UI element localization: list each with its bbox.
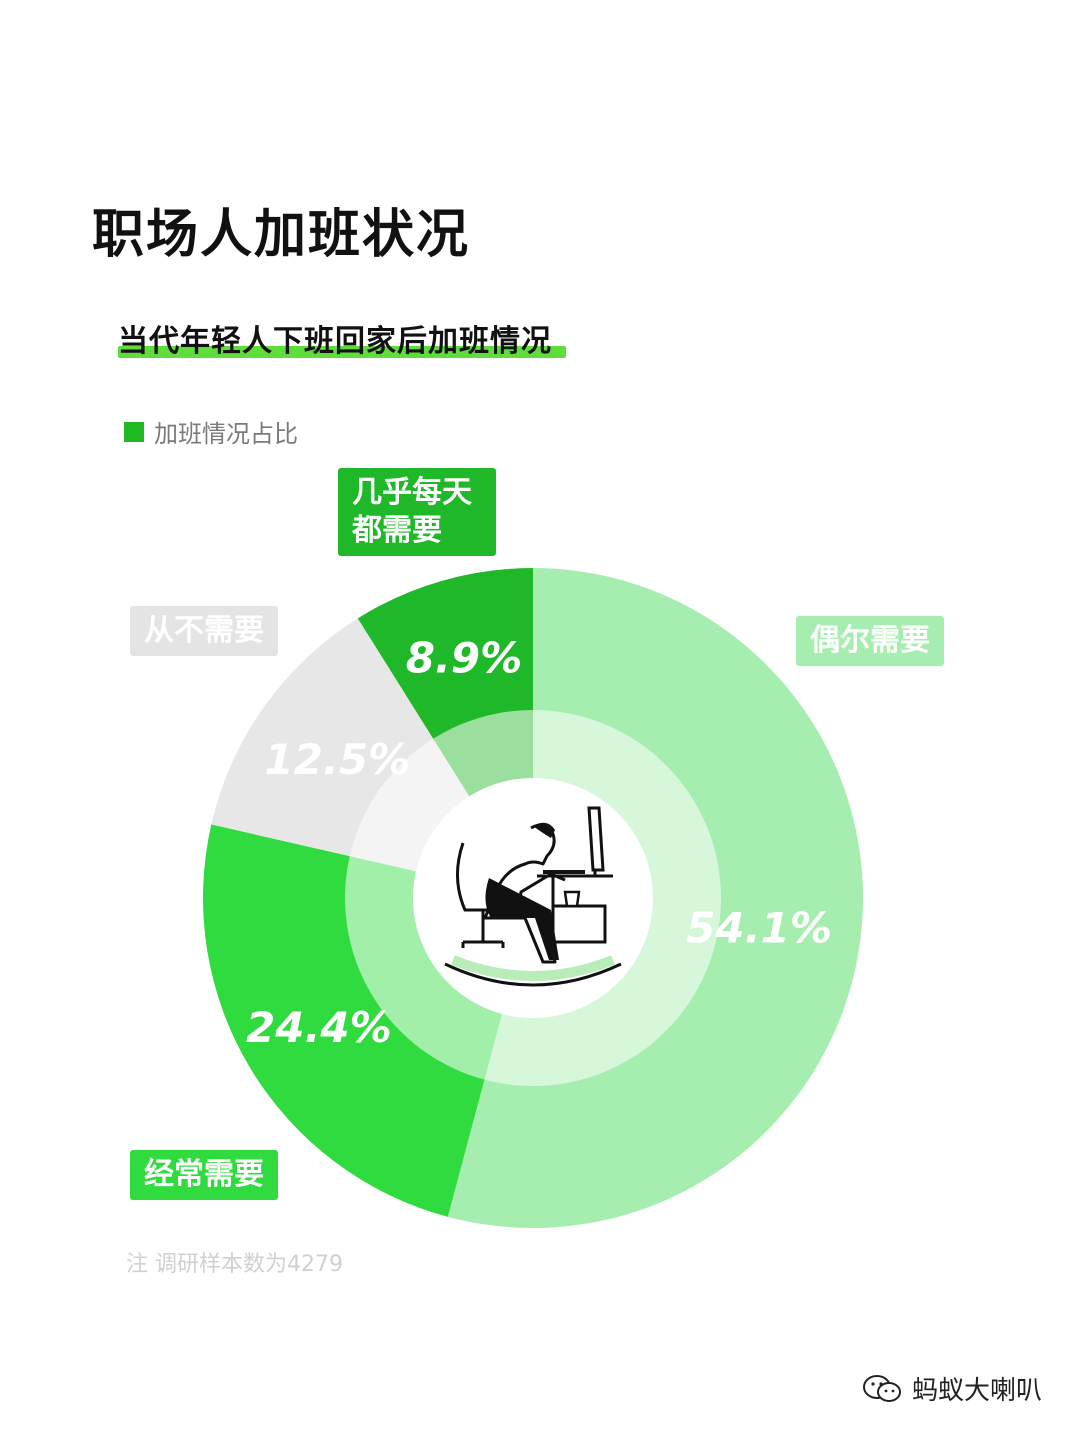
desk-icon (537, 874, 613, 944)
monitor-icon (587, 806, 605, 876)
chart-legend: 加班情况占比 (124, 414, 298, 449)
center-illustration (444, 806, 622, 987)
label-ouer-xuyao: 偶尔需要 (796, 616, 944, 666)
chart-subtitle: 当代年轻人下班回家后加班情况 (118, 316, 566, 360)
value-label-jingchang: 24.4% (246, 1003, 392, 1052)
cup-icon (563, 890, 581, 908)
label-jihu-line2: 都需要 (352, 513, 442, 548)
data-labels: 54.1% 24.4% 12.5% 8.9% (246, 634, 832, 1052)
legend-label: 加班情况占比 (154, 420, 298, 448)
label-jihu-meitian: 几乎每天 都需要 (338, 468, 496, 556)
value-label-congbu: 12.5% (265, 735, 411, 784)
sample-note: 注 调研样本数为4279 (126, 1252, 343, 1277)
label-congbu-xuyao: 从不需要 (130, 606, 278, 656)
chair-icon (455, 842, 505, 948)
keyboard-icon (543, 870, 585, 874)
floor-arc-icon (444, 962, 622, 987)
value-label-ouer: 54.1% (686, 904, 832, 953)
chart-subtitle-text: 当代年轻人下班回家后加班情况 (118, 324, 552, 359)
subtitle-highlight (118, 346, 566, 358)
watermark: 蚂蚁大喇叭 (862, 1370, 1042, 1407)
label-jihu-line1: 几乎每天 (352, 475, 472, 510)
value-label-jihu: 8.9% (406, 634, 522, 683)
legend-swatch (124, 421, 144, 442)
center-disc (413, 778, 653, 1018)
watermark-text: 蚂蚁大喇叭 (911, 1376, 1042, 1406)
page-title: 职场人加班状况 (92, 205, 471, 265)
label-jingchang-xuyao: 经常需要 (130, 1150, 278, 1200)
wechat-icon (862, 1374, 901, 1402)
